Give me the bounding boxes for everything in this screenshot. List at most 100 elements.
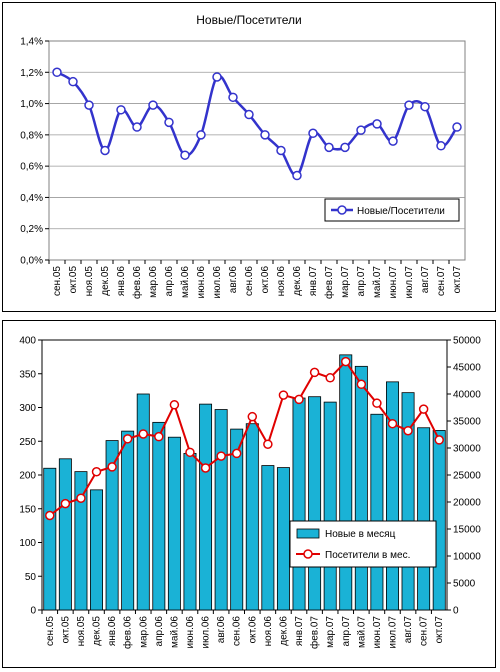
bar xyxy=(370,413,384,611)
bar xyxy=(43,467,57,611)
x-tick-label: апр.07 xyxy=(356,266,367,297)
data-point xyxy=(294,394,304,405)
bar xyxy=(261,465,275,611)
y2-tick-label: 25000 xyxy=(453,471,481,482)
ratio-chart-panel: Новые/Посетители 0,0% 0,2% 0,4% 0,6% 0,8% 1,0%… xyxy=(2,2,496,312)
y-tick-label: 250 xyxy=(19,437,36,448)
x-tick-label: фев.07 xyxy=(309,616,321,649)
data-point xyxy=(228,92,238,103)
data-point xyxy=(356,379,367,390)
data-point xyxy=(263,439,273,449)
x-tick-label: ноя.06 xyxy=(263,616,274,647)
legend-marker xyxy=(303,549,313,559)
x-tick-label: дек.05 xyxy=(92,616,103,646)
data-point xyxy=(324,142,334,153)
x-tick-label: сен.07 xyxy=(419,616,430,646)
x-tick-label: май.06 xyxy=(180,266,191,298)
visitors-combo-chart: 0 50 100 150 200 250 300 350 400 0 5000 10000 15000 2… xyxy=(19,336,481,650)
legend: Новые/Посетители xyxy=(324,198,460,222)
data-point xyxy=(356,125,366,135)
data-point xyxy=(372,119,382,129)
x-tick-label: авг.06 xyxy=(216,616,227,644)
visitors-chart-panel: 0 50 100 150 200 250 300 350 400 0 5000 10000 15000 2… xyxy=(2,320,496,668)
ratio-line-chart: Новые/Посетители 0,0% 0,2% 0,4% 0,6% 0,8% 1,0%… xyxy=(20,13,466,299)
data-point xyxy=(91,467,102,477)
data-point xyxy=(452,122,462,132)
data-point xyxy=(132,122,142,132)
y-tick-label: 0,2% xyxy=(20,224,43,235)
data-point xyxy=(180,150,190,160)
data-point xyxy=(436,141,446,151)
data-point xyxy=(148,100,158,110)
x-tick-label: окт.05 xyxy=(68,266,79,294)
x-tick-label: окт.06 xyxy=(247,616,258,644)
data-point xyxy=(169,400,180,410)
x-tick-label: июн.07 xyxy=(372,616,383,649)
data-point xyxy=(404,100,414,110)
bar xyxy=(136,393,150,611)
x-tick-label: окт.06 xyxy=(260,266,271,294)
chart-title: Новые/Посетители xyxy=(196,13,301,27)
bar xyxy=(292,397,306,611)
x-tick-label: май.07 xyxy=(372,266,383,298)
data-point xyxy=(200,463,211,473)
bar xyxy=(199,403,213,611)
y-tick-label: 1,0% xyxy=(20,99,43,110)
data-point xyxy=(292,170,302,181)
data-point xyxy=(278,390,289,400)
data-point xyxy=(164,117,174,128)
x-tick-label: янв.06 xyxy=(107,616,118,647)
bar xyxy=(121,430,135,611)
x-tick-label: ноя.06 xyxy=(276,266,287,297)
x-tick-label: май.06 xyxy=(169,616,180,648)
data-point xyxy=(76,493,86,503)
data-point xyxy=(403,425,413,436)
y2-tick-label: 15000 xyxy=(453,525,481,536)
bar xyxy=(214,409,228,611)
x-tick-label: сен.05 xyxy=(52,266,63,296)
y2-tick-label: 45000 xyxy=(453,363,481,374)
x-tick-label: июн.06 xyxy=(196,266,207,299)
x-tick-label: сен.06 xyxy=(232,616,243,646)
x-tick-label: янв.07 xyxy=(308,266,319,297)
data-point xyxy=(100,145,110,156)
x-tick-label: окт.05 xyxy=(60,616,71,644)
x-tick-label: дек.06 xyxy=(278,616,289,646)
x-tick-label: окт.07 xyxy=(434,616,445,644)
x-tick-label: июл.06 xyxy=(212,266,223,299)
x-tick-label: июл.06 xyxy=(201,616,212,649)
y-tick-label: 0,0% xyxy=(20,256,43,267)
x-tick-label: фев.07 xyxy=(323,266,335,299)
y-tick-label: 0,4% xyxy=(20,193,43,204)
data-point xyxy=(122,434,133,444)
x-tick-label: ноя.05 xyxy=(84,266,95,297)
y-tick-label: 0,8% xyxy=(20,130,43,141)
y2-tick-label: 30000 xyxy=(453,444,481,455)
x-tick-label: июн.06 xyxy=(185,616,196,649)
x-tick-label: апр.06 xyxy=(154,616,165,647)
data-point xyxy=(420,101,430,112)
bar xyxy=(74,471,88,611)
x-tick-label: июн.07 xyxy=(388,266,399,299)
x-tick-label: мар.06 xyxy=(148,266,159,298)
legend-marker xyxy=(337,205,347,215)
bar xyxy=(323,401,337,611)
data-point xyxy=(244,109,254,120)
data-point xyxy=(276,145,286,156)
data-point xyxy=(340,142,350,153)
x-tick-label: апр.06 xyxy=(164,266,175,297)
data-point xyxy=(185,447,195,458)
y2-tick-label: 5000 xyxy=(453,579,476,590)
data-point xyxy=(418,404,429,414)
bar xyxy=(417,427,431,611)
bar xyxy=(183,452,197,611)
data-point xyxy=(387,418,398,429)
bar xyxy=(432,430,446,611)
data-point xyxy=(231,448,242,459)
data-point xyxy=(107,462,117,472)
x-tick-label: фев.06 xyxy=(131,266,143,299)
x-tick-label: мар.06 xyxy=(138,616,149,648)
x-tick-label: мар.07 xyxy=(340,266,351,298)
y2-tick-label: 0 xyxy=(453,606,459,617)
data-point xyxy=(116,105,126,115)
